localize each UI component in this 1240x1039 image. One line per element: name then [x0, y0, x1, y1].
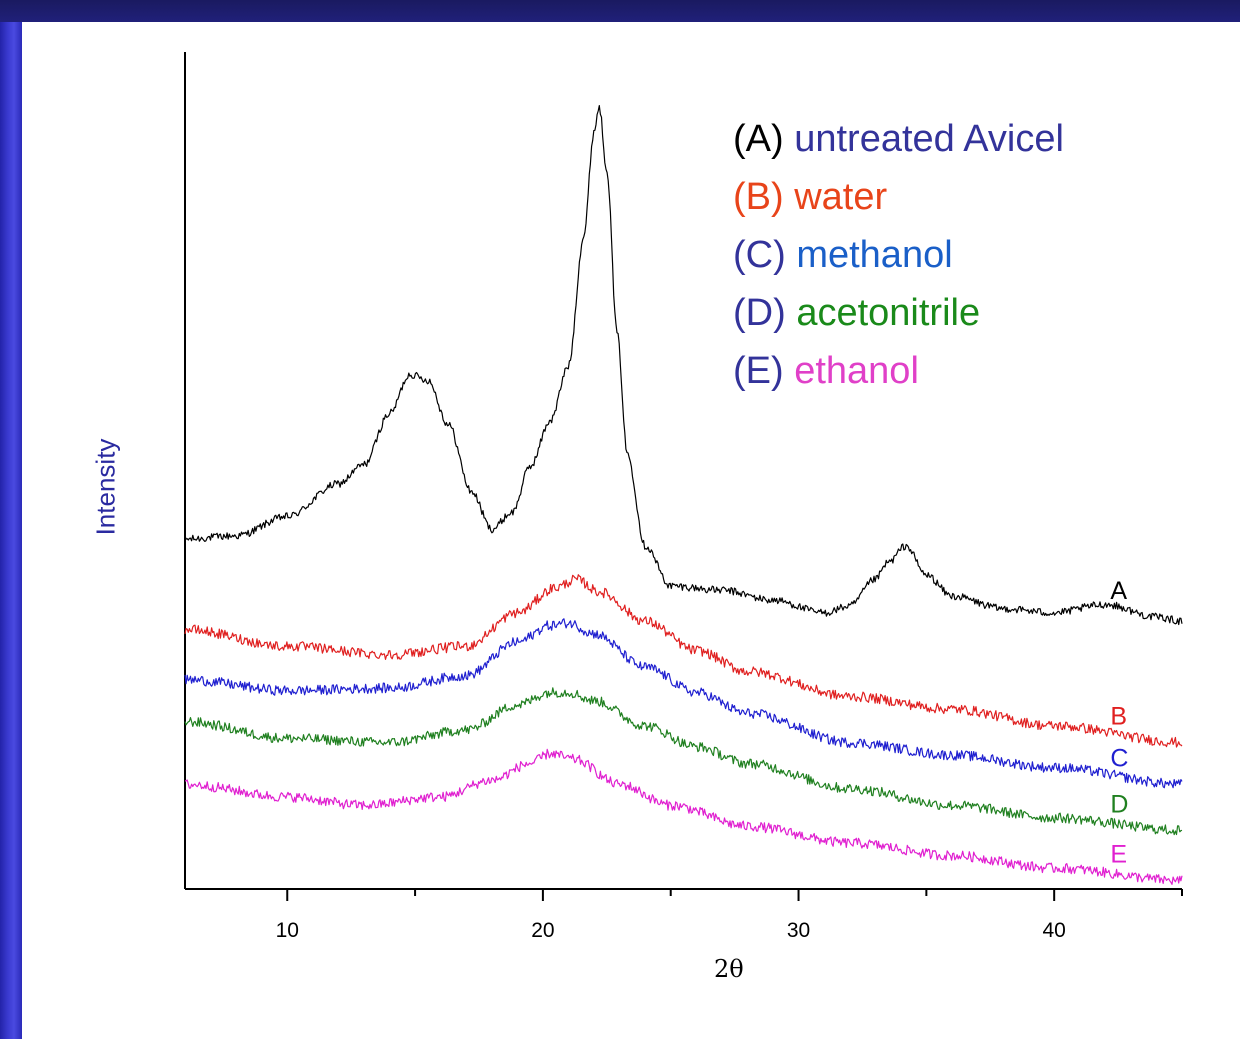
legend-key-d: (D): [733, 292, 786, 334]
series-label-e: E: [1110, 841, 1127, 869]
legend-key-a: (A): [733, 118, 784, 160]
series-line-a: [184, 105, 1183, 626]
legend-key-b: (B): [733, 176, 784, 218]
x-tick-label: 20: [531, 919, 554, 942]
legend-text-e: ethanol: [794, 350, 919, 392]
legend-text-d: acetonitrile: [796, 292, 981, 334]
series-line-e: [185, 748, 1183, 885]
legend-item-b: (B) water: [733, 168, 1064, 226]
legend-key-c: (C): [733, 234, 786, 276]
series-label-d: D: [1110, 790, 1128, 818]
legend-item-c: (C) methanol: [733, 226, 1064, 284]
x-tick-label: 30: [787, 919, 810, 942]
series-line-c: [184, 618, 1183, 789]
x-axis-label: 2θ: [714, 955, 744, 983]
legend-item-e: (E) ethanol: [733, 342, 1064, 400]
slide-top-bar: [0, 0, 1240, 22]
x-tick-label: 10: [276, 919, 299, 942]
axes: [184, 52, 1182, 890]
legend-item-a: (A) untreated Avicel: [733, 110, 1064, 168]
legend-item-d: (D) acetonitrile: [733, 284, 1064, 342]
series-line-d: [184, 687, 1183, 836]
series-line-b: [184, 574, 1183, 748]
legend-text-c: methanol: [796, 234, 953, 276]
x-ticks: 10 20 30 40: [276, 889, 1183, 942]
y-axis-label: Intensity: [90, 438, 121, 536]
x-tick-label: 40: [1042, 919, 1065, 942]
legend-text-a: untreated Avicel: [794, 118, 1064, 160]
series-label-c: C: [1110, 744, 1128, 772]
legend: (A) untreated Avicel (B) water (C) metha…: [733, 110, 1064, 400]
legend-key-e: (E): [733, 350, 784, 392]
series-label-b: B: [1110, 703, 1127, 731]
series-label-a: A: [1110, 577, 1127, 605]
legend-text-b: water: [794, 176, 888, 218]
series-layer: [184, 105, 1183, 885]
